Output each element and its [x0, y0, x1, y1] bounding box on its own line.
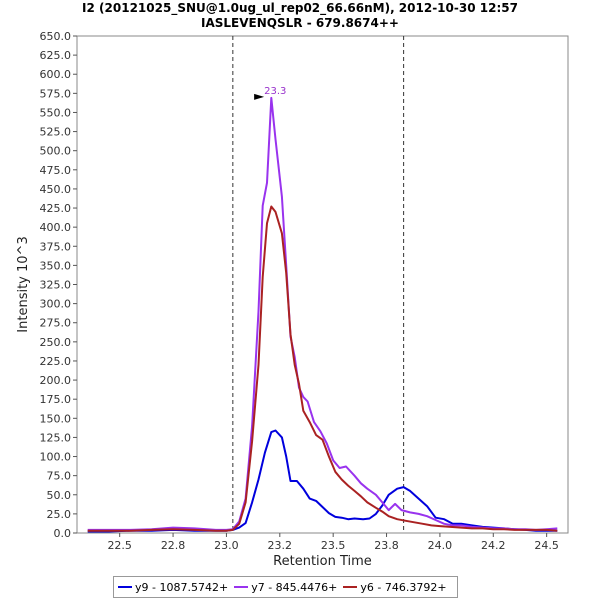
- y-tick-label: 525.0: [40, 126, 72, 139]
- x-tick-label: 23.2: [268, 539, 293, 552]
- y-axis-label: Intensity 10^3: [16, 236, 31, 332]
- x-tick-label: 23.0: [214, 539, 239, 552]
- legend-item: y9 - 1087.5742+: [118, 581, 228, 594]
- series-line-1: [87, 429, 558, 533]
- chart-title: I2 (20121025_SNU@1.0ug_ul_rep02_66.66nM)…: [82, 1, 518, 15]
- x-tick-label: 23.8: [374, 539, 399, 552]
- x-tick-label: 22.8: [161, 539, 186, 552]
- y-tick-label: 600.0: [40, 68, 72, 81]
- y-tick-label: 150.0: [40, 412, 72, 425]
- y-tick-label: 500.0: [40, 145, 72, 158]
- y-tick-label: 250.0: [40, 336, 72, 349]
- y-tick-label: 100.0: [40, 451, 72, 464]
- y-tick-label: 0.0: [54, 527, 72, 540]
- legend-swatch: [234, 586, 249, 588]
- y-tick-label: 450.0: [40, 183, 72, 196]
- x-tick-label: 24.5: [534, 539, 559, 552]
- legend-label: y9 - 1087.5742+: [135, 580, 229, 594]
- legend-item: y7 - 845.4476+: [234, 581, 337, 594]
- y-tick-label: 625.0: [40, 49, 72, 62]
- peak-annotation: 23.3: [264, 86, 286, 97]
- y-tick-label: 175.0: [40, 393, 72, 406]
- y-tick-label: 375.0: [40, 240, 72, 253]
- y-tick-label: 575.0: [40, 87, 72, 100]
- series-line-2: [87, 96, 558, 531]
- series-line-3: [87, 205, 558, 532]
- y-tick-label: 25.0: [47, 508, 72, 521]
- chart-subtitle: IASLEVENQSLR - 679.8674++: [201, 16, 399, 30]
- y-tick-label: 225.0: [40, 355, 72, 368]
- y-tick-label: 650.0: [40, 30, 72, 43]
- x-tick-label: 24.2: [481, 539, 506, 552]
- x-tick-label: 24.0: [428, 539, 453, 552]
- legend-item: y6 - 746.3792+: [343, 580, 447, 594]
- x-tick-label: 23.5: [321, 539, 346, 552]
- y-tick-label: 275.0: [40, 317, 72, 330]
- y-tick-label: 425.0: [40, 202, 72, 215]
- legend-swatch: [118, 586, 132, 588]
- y-tick-label: 550.0: [40, 106, 72, 119]
- x-axis-label: Retention Time: [273, 554, 372, 569]
- y-tick-label: 400.0: [40, 221, 72, 234]
- chromatogram-chart: 0.0 25.0 50.0 75.0 100.0 125.0 150.0 175.0 200.0…: [16, 30, 569, 569]
- legend: y9 - 1087.5742+ y7 - 845.4476+ y6 - 746.37…: [113, 576, 458, 598]
- peak-marker-arrow: [254, 93, 265, 100]
- y-tick-label: 325.0: [40, 279, 72, 292]
- legend-label: y7 - 845.4476+: [251, 580, 338, 594]
- y-tick-label: 50.0: [47, 489, 72, 502]
- y-tick-label: 75.0: [47, 470, 72, 483]
- y-tick-label: 200.0: [40, 374, 72, 387]
- y-tick-label: 350.0: [40, 259, 72, 272]
- legend-label: y6 - 746.3792+: [360, 580, 447, 594]
- y-tick-label: 125.0: [40, 431, 72, 444]
- legend-swatch: [343, 586, 358, 588]
- x-tick-label: 22.5: [107, 539, 132, 552]
- y-tick-label: 300.0: [40, 298, 72, 311]
- y-tick-label: 475.0: [40, 164, 72, 177]
- plot-area: [76, 35, 569, 534]
